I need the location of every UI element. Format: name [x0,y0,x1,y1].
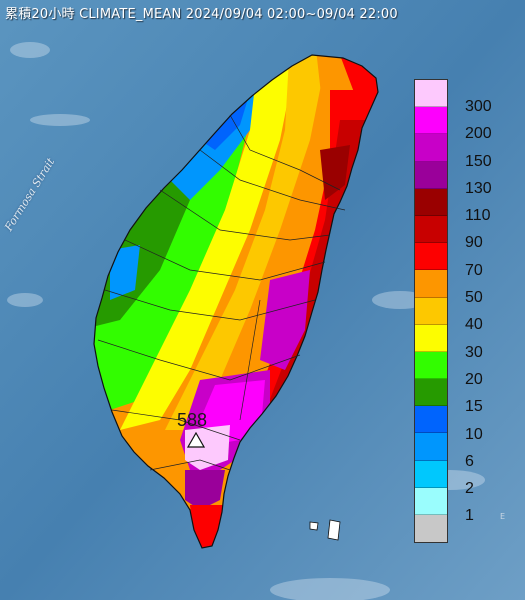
max-rainfall-value: 588 [177,410,208,430]
orchid-island [309,521,319,531]
legend-swatch [415,161,447,189]
legend-swatch [415,243,447,271]
legend-label: 2 [465,480,474,498]
legend-label: 70 [465,261,483,279]
legend-swatch [415,270,447,298]
legend-swatch [415,80,447,108]
legend-label: 6 [465,452,474,470]
legend-swatch [415,215,447,244]
county-borders [97,114,346,471]
legend-label: 30 [465,343,483,361]
legend-swatch [415,379,447,407]
green-island [327,519,341,541]
legend-swatch [415,351,447,380]
legend-label: 90 [465,234,483,252]
legend-swatch [415,107,447,135]
legend-swatch [415,134,447,162]
legend-swatch [415,433,447,461]
legend-swatch [415,188,447,216]
legend-swatch [415,324,447,352]
legend-label: 50 [465,289,483,307]
legend-label: 10 [465,425,483,443]
legend-label: 110 [465,207,491,225]
legend-swatch [415,460,447,488]
legend-swatch [415,515,447,543]
legend-label: 1 [465,507,474,525]
corner-mark: E [500,512,506,521]
map-title: 累積20小時 CLIMATE_MEAN 2024/09/04 02:00~09/… [5,7,398,22]
legend-label: 200 [465,125,492,143]
coastline [93,54,379,549]
legend-swatch [415,406,447,434]
legend-label: 300 [465,98,492,115]
legend-label: 130 [465,179,492,197]
triangle-station-icon [187,432,205,448]
color-scale-legend [414,79,448,544]
legend-label: 15 [465,398,483,416]
legend-swatch [415,297,447,325]
legend-labels: 300 200 150 130 110 90 70 50 40 30 20 15 10 6 2 1 [465,93,521,530]
legend-label: 20 [465,370,483,388]
legend-label: 150 [465,152,492,170]
legend-label: 40 [465,316,483,334]
legend-swatch [415,487,447,515]
